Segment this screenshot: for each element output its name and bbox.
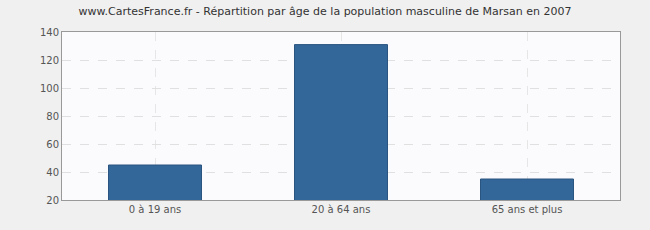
svg-text:20 à 64 ans: 20 à 64 ans: [312, 204, 371, 215]
svg-text:www.CartesFrance.fr - Répartit: www.CartesFrance.fr - Répartition par âg…: [79, 5, 572, 18]
svg-text:60: 60: [46, 139, 59, 150]
svg-text:40: 40: [46, 167, 59, 178]
svg-text:65 ans et plus: 65 ans et plus: [492, 204, 563, 215]
svg-text:120: 120: [40, 55, 59, 66]
svg-text:100: 100: [40, 83, 59, 94]
svg-text:140: 140: [40, 27, 59, 38]
svg-text:0 à 19 ans: 0 à 19 ans: [129, 204, 181, 215]
svg-text:20: 20: [46, 195, 59, 206]
svg-text:80: 80: [46, 111, 59, 122]
